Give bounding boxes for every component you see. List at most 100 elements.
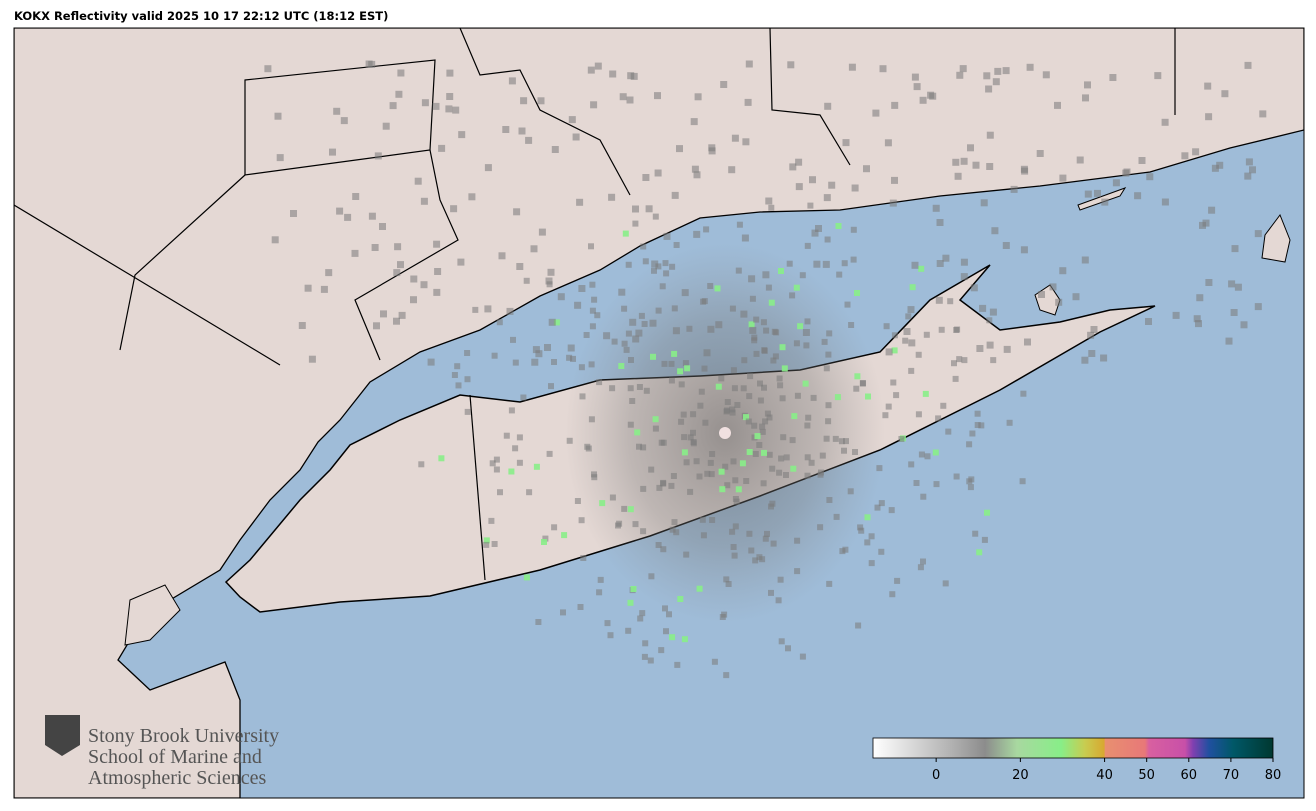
speckle	[570, 355, 576, 362]
speckle	[696, 473, 703, 480]
speckle	[769, 465, 776, 472]
speckle	[696, 585, 703, 592]
speckle	[618, 288, 626, 296]
speckle	[627, 599, 634, 606]
speckle	[872, 109, 880, 117]
speckle	[541, 539, 547, 545]
speckle	[336, 207, 344, 215]
speckle	[566, 437, 573, 444]
speckle	[1181, 152, 1189, 160]
speckle	[933, 481, 940, 488]
speckle	[1193, 315, 1201, 323]
speckle	[804, 454, 811, 461]
speckle	[720, 81, 728, 88]
speckle	[642, 640, 649, 647]
speckle	[433, 240, 441, 248]
speckle	[551, 146, 559, 153]
speckle	[732, 523, 739, 530]
speckle	[740, 385, 747, 392]
speckle	[684, 365, 691, 372]
speckle	[548, 383, 554, 390]
speckle	[445, 105, 453, 113]
speckle	[749, 295, 756, 302]
speckle	[989, 308, 997, 316]
speckle	[743, 478, 750, 484]
speckle	[668, 377, 675, 384]
speckle	[728, 166, 736, 174]
speckle	[834, 394, 841, 401]
speckle	[983, 72, 991, 80]
speckle	[911, 73, 919, 81]
speckle	[942, 254, 950, 262]
speckle	[808, 459, 815, 466]
speckle	[891, 176, 898, 184]
speckle	[976, 345, 984, 352]
speckle	[752, 557, 759, 564]
speckle	[852, 449, 858, 455]
speckle	[604, 620, 611, 627]
speckle	[970, 284, 978, 292]
speckle	[544, 344, 551, 351]
speckle	[889, 199, 897, 207]
speckle	[535, 350, 543, 358]
speckle	[890, 379, 897, 386]
speckle	[625, 330, 632, 337]
speckle	[700, 532, 707, 539]
speckle	[795, 158, 803, 166]
speckle	[1082, 94, 1089, 102]
speckle	[775, 597, 782, 604]
speckle	[920, 558, 926, 565]
speckle	[622, 230, 629, 237]
speckle	[804, 318, 811, 325]
speckle	[729, 406, 736, 413]
speckle	[954, 326, 961, 333]
speckle	[1100, 354, 1108, 362]
speckle	[588, 361, 595, 368]
logo-line: Atmospheric Sciences	[88, 767, 266, 789]
speckle	[651, 267, 657, 274]
speckle	[855, 622, 862, 629]
speckle	[918, 451, 925, 458]
speckle	[793, 340, 800, 347]
speckle	[951, 360, 957, 367]
speckle	[826, 330, 833, 337]
speckle	[768, 204, 775, 211]
speckle	[709, 451, 716, 457]
speckle	[678, 381, 685, 388]
speckle	[627, 421, 634, 428]
speckle	[589, 281, 596, 288]
speckle	[397, 261, 404, 269]
speckle	[526, 489, 533, 496]
speckle	[1195, 320, 1202, 328]
speckle	[824, 236, 831, 243]
speckle	[677, 368, 684, 375]
logo: Stony Brook University School of Marine …	[45, 715, 279, 789]
speckle	[690, 440, 697, 447]
speckle	[578, 364, 585, 371]
speckle	[754, 433, 761, 440]
tick-label: 0	[932, 768, 940, 783]
speckle	[927, 91, 935, 99]
speckle	[853, 385, 860, 392]
speckle	[1087, 331, 1095, 339]
speckle	[1042, 71, 1050, 79]
speckle	[805, 414, 812, 421]
speckle	[650, 353, 656, 360]
speckle	[724, 399, 731, 405]
speckle	[658, 439, 665, 446]
speckle	[785, 645, 791, 652]
speckle	[732, 477, 739, 484]
speckle	[730, 458, 737, 465]
speckle	[669, 526, 676, 533]
speckle	[1002, 242, 1010, 249]
speckle	[655, 542, 662, 548]
speckle	[523, 574, 530, 581]
speckle	[1254, 303, 1262, 311]
speckle	[735, 267, 742, 274]
speckle	[994, 67, 1002, 75]
speckle	[623, 346, 630, 353]
speckle	[1225, 337, 1233, 345]
speckle	[885, 403, 892, 410]
speckle	[746, 393, 753, 400]
speckle	[729, 305, 736, 312]
